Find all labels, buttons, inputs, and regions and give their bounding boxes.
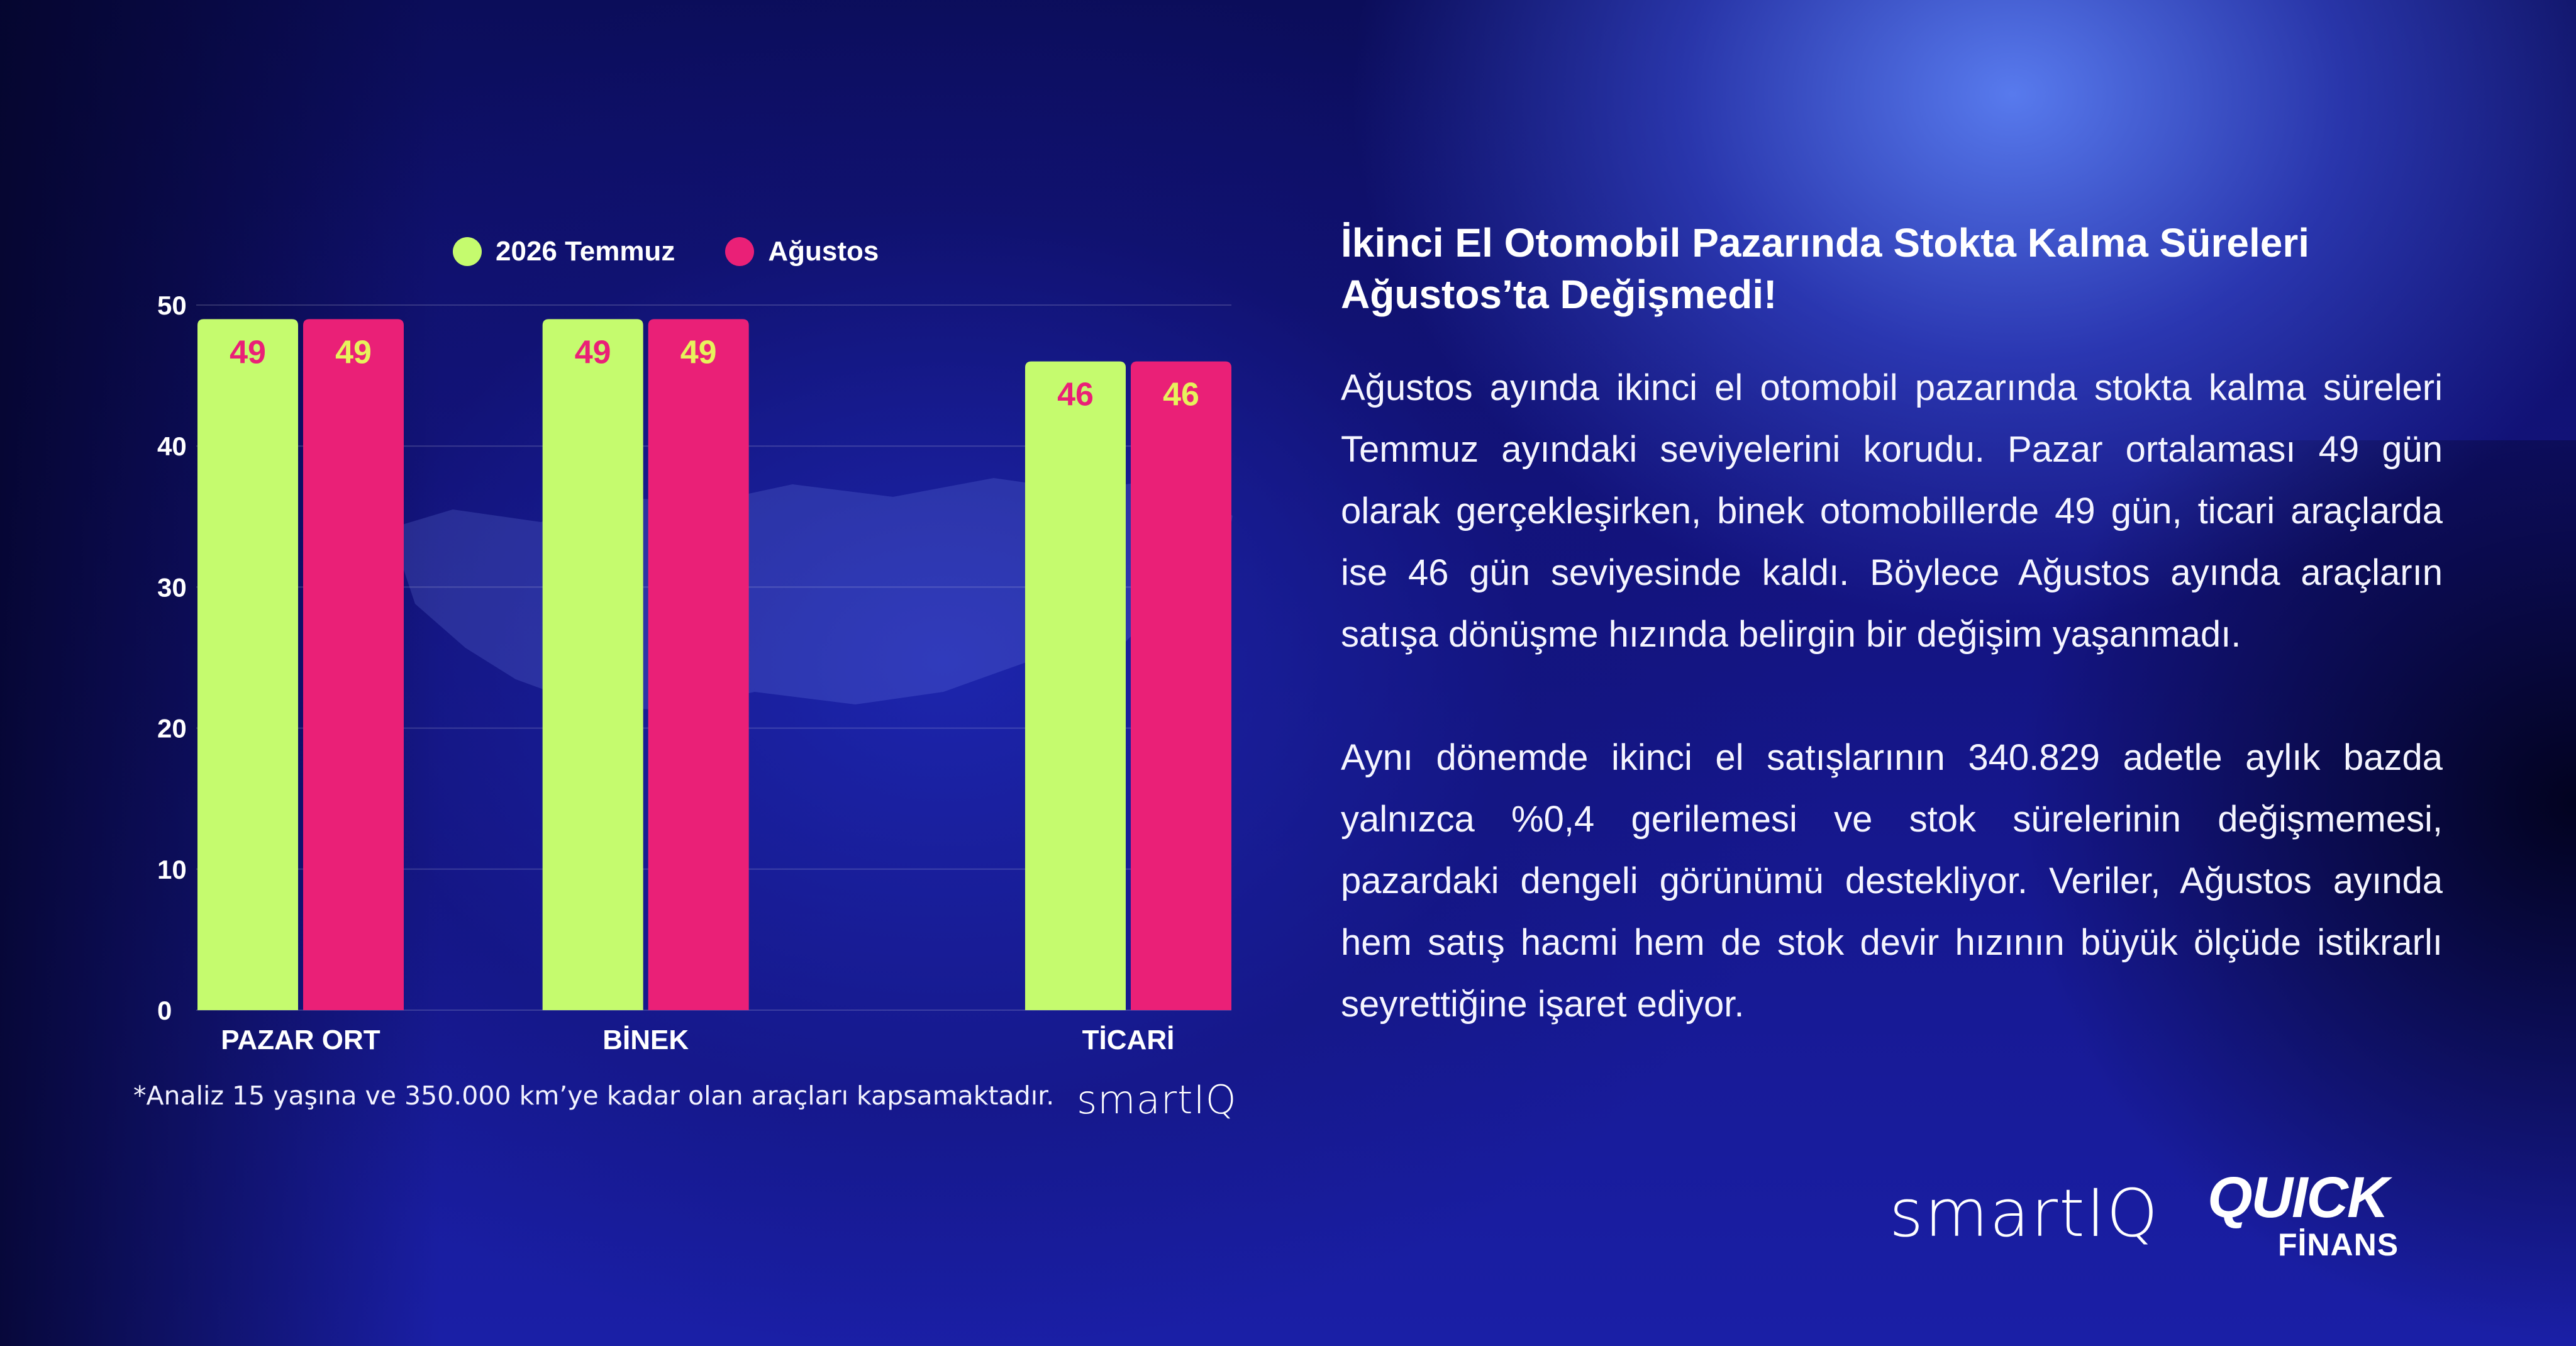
bar	[648, 319, 749, 1010]
chart-legend: 2026 Temmuz Ağustos	[453, 236, 879, 267]
bar-value-label: 46	[1163, 377, 1199, 413]
legend-label-series2: Ağustos	[768, 236, 879, 267]
smartiq-logo: smartIQ	[1889, 1175, 2160, 1252]
y-tick-label: 0	[157, 996, 172, 1025]
y-tick-label: 30	[157, 572, 187, 602]
x-tick-label: PAZAR ORT	[221, 1025, 380, 1055]
y-tick-label: 50	[157, 291, 187, 320]
y-tick-label: 40	[157, 431, 187, 461]
legend-dot-series1	[453, 237, 482, 266]
bar-chart: 0 10 20 30 40 50 49 49 PAZAR ORT 49 49 BİNEK 46 46 TİC…	[157, 291, 1231, 1055]
finans-logo-word: FİNANS	[2278, 1227, 2399, 1262]
legend-item-series2: Ağustos	[725, 236, 879, 267]
quick-logo-word: QUICK	[2207, 1165, 2389, 1230]
y-tick-label: 10	[157, 855, 187, 884]
bar-value-label: 49	[230, 334, 266, 370]
chart-footnote: *Analiz 15 yaşına ve 350.000 km’ye kadar…	[133, 1081, 1055, 1111]
bar-value-label: 49	[680, 334, 717, 370]
legend-item-series1: 2026 Temmuz	[453, 236, 675, 267]
bar-value-label: 49	[335, 334, 372, 370]
quick-finans-logo: QUICK FİNANS	[2207, 1169, 2421, 1263]
bar	[1131, 361, 1231, 1011]
background-vignette-right	[2010, 440, 2576, 1346]
x-tick-label: TİCARİ	[1082, 1025, 1175, 1055]
article-paragraph-2: Aynı dönemde ikinci el satışlarının 340.…	[1341, 737, 2443, 1025]
article-paragraph-1: Ağustos ayında ikinci el otomobil pazarı…	[1341, 367, 2443, 655]
bar	[303, 319, 404, 1010]
legend-label-series1: 2026 Temmuz	[496, 236, 675, 267]
y-tick-label: 20	[157, 714, 187, 743]
bar	[1025, 361, 1126, 1011]
bar-value-label: 46	[1057, 377, 1094, 413]
bar-value-label: 49	[575, 334, 611, 370]
bar	[197, 319, 298, 1010]
article-title: İkinci El Otomobil Pazarında Stokta Kalm…	[1341, 220, 2309, 317]
chart-smartiq-logo: smartIQ	[1077, 1077, 1237, 1123]
x-tick-label: BİNEK	[602, 1025, 689, 1055]
bar	[542, 319, 643, 1010]
legend-dot-series2	[725, 237, 755, 266]
